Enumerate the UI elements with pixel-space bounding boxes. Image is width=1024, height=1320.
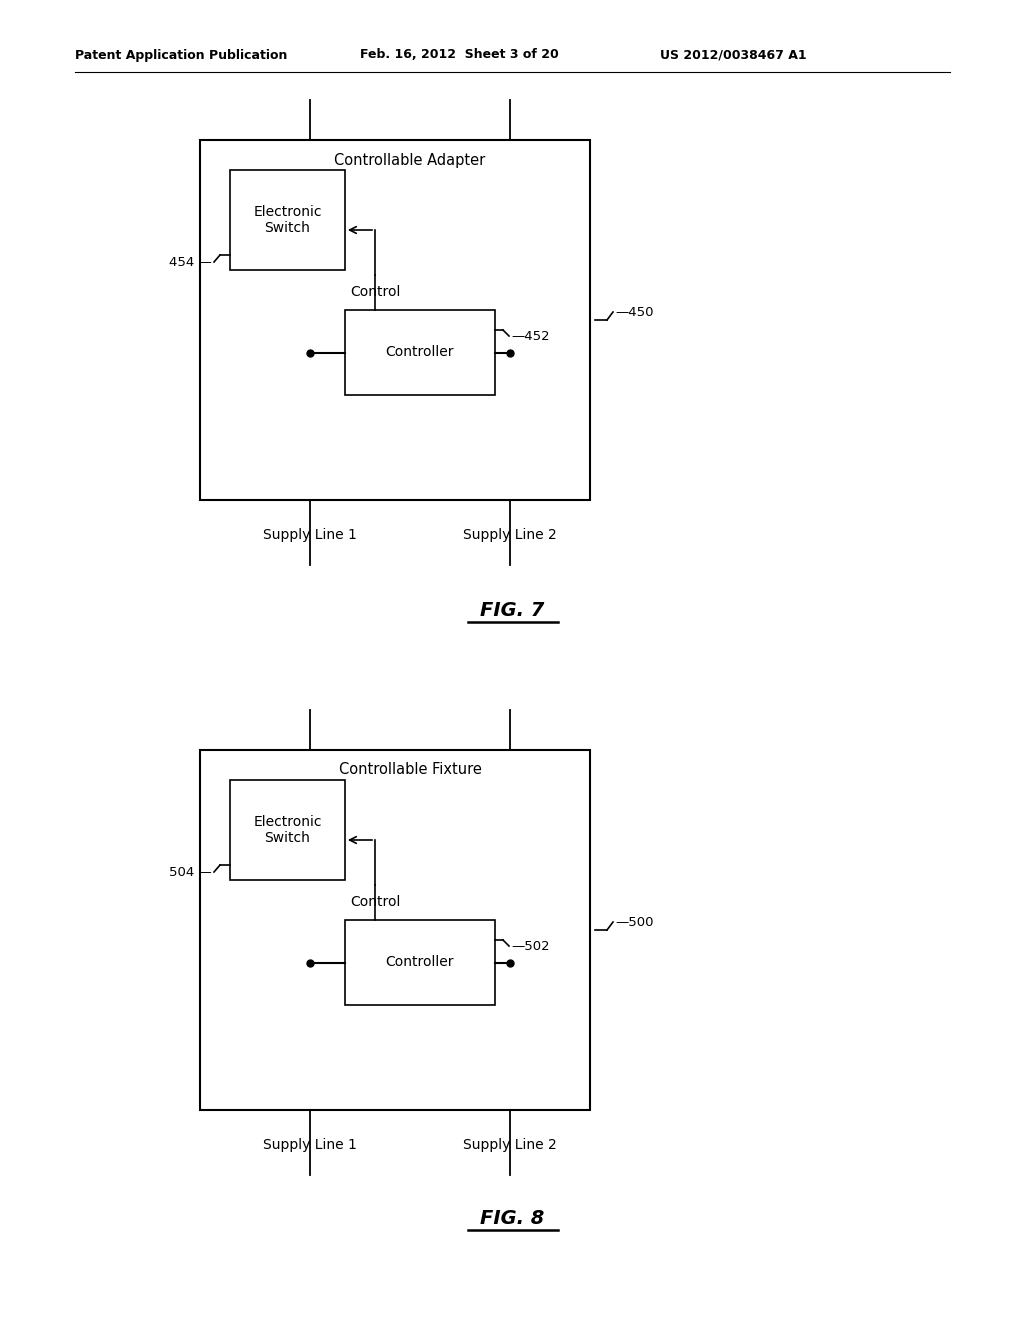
- Text: Electronic
Switch: Electronic Switch: [253, 814, 322, 845]
- Text: Control: Control: [350, 285, 400, 300]
- Text: —452: —452: [511, 330, 550, 342]
- Bar: [345, 310, 495, 395]
- Text: Control: Control: [350, 895, 400, 909]
- Text: Supply Line 1: Supply Line 1: [263, 528, 357, 543]
- Text: US 2012/0038467 A1: US 2012/0038467 A1: [660, 49, 807, 62]
- Bar: [230, 780, 345, 880]
- Text: —502: —502: [511, 940, 550, 953]
- Text: Feb. 16, 2012  Sheet 3 of 20: Feb. 16, 2012 Sheet 3 of 20: [360, 49, 559, 62]
- Text: Controller: Controller: [386, 346, 455, 359]
- Bar: [345, 920, 495, 1005]
- Text: 504 —: 504 —: [169, 866, 212, 879]
- Text: —500: —500: [615, 916, 653, 928]
- Bar: [200, 750, 590, 1110]
- Text: Controllable Fixture: Controllable Fixture: [339, 763, 481, 777]
- Text: Patent Application Publication: Patent Application Publication: [75, 49, 288, 62]
- Text: Controller: Controller: [386, 956, 455, 969]
- Text: FIG. 7: FIG. 7: [480, 601, 544, 619]
- Text: 454 —: 454 —: [169, 256, 212, 268]
- Text: Supply Line 2: Supply Line 2: [463, 1138, 557, 1152]
- Text: Controllable Adapter: Controllable Adapter: [335, 153, 485, 168]
- Text: Supply Line 2: Supply Line 2: [463, 528, 557, 543]
- Text: Supply Line 1: Supply Line 1: [263, 1138, 357, 1152]
- Text: —450: —450: [615, 305, 653, 318]
- Text: Electronic
Switch: Electronic Switch: [253, 205, 322, 235]
- Text: FIG. 8: FIG. 8: [480, 1209, 544, 1228]
- Bar: [200, 140, 590, 500]
- Bar: [230, 170, 345, 271]
